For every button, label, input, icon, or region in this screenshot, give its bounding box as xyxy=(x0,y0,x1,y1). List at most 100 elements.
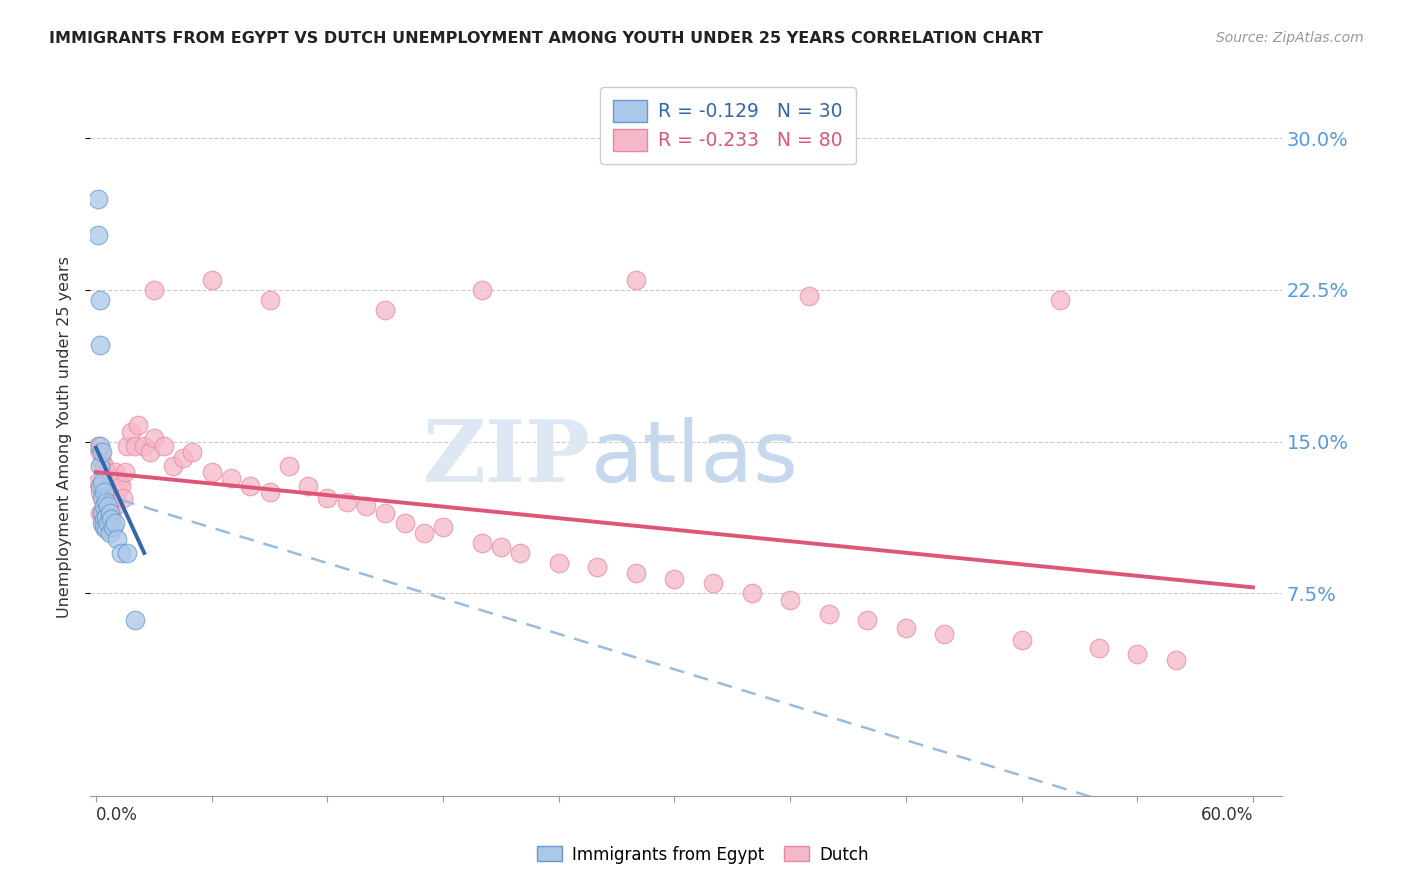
Point xyxy=(87,475,110,490)
Point xyxy=(90,516,112,530)
Point xyxy=(89,293,111,307)
Point xyxy=(87,439,110,453)
Text: atlas: atlas xyxy=(591,417,799,500)
Point xyxy=(702,576,724,591)
Point xyxy=(432,519,454,533)
Point xyxy=(259,485,281,500)
Point xyxy=(93,500,115,514)
Point xyxy=(98,525,121,540)
Point xyxy=(471,283,494,297)
Point xyxy=(114,465,136,479)
Point xyxy=(219,471,242,485)
Point xyxy=(104,500,127,514)
Point xyxy=(277,458,299,473)
Point xyxy=(741,586,763,600)
Point xyxy=(316,491,339,506)
Point xyxy=(127,418,149,433)
Point xyxy=(856,613,879,627)
Point xyxy=(90,506,112,520)
Point xyxy=(93,519,115,533)
Point xyxy=(97,475,120,490)
Point xyxy=(297,479,319,493)
Point xyxy=(934,627,956,641)
Point xyxy=(547,556,569,570)
Point xyxy=(89,458,111,473)
Point xyxy=(94,519,117,533)
Point xyxy=(93,491,115,506)
Point xyxy=(374,303,396,318)
Point xyxy=(1126,647,1149,661)
Point xyxy=(100,506,122,520)
Point xyxy=(152,439,174,453)
Point xyxy=(94,495,117,509)
Point xyxy=(89,439,111,453)
Point xyxy=(779,592,801,607)
Legend: R = -0.129   N = 30, R = -0.233   N = 80: R = -0.129 N = 30, R = -0.233 N = 80 xyxy=(600,87,856,164)
Point xyxy=(509,546,531,560)
Point xyxy=(110,479,132,493)
Point xyxy=(1164,653,1187,667)
Point xyxy=(172,450,194,465)
Point xyxy=(97,500,120,514)
Point xyxy=(89,337,111,351)
Point xyxy=(394,516,416,530)
Point xyxy=(94,495,117,509)
Point xyxy=(104,465,127,479)
Point xyxy=(664,572,686,586)
Point xyxy=(134,439,156,453)
Point xyxy=(108,475,131,490)
Point xyxy=(98,506,121,520)
Point xyxy=(97,516,120,530)
Point xyxy=(110,546,132,560)
Point xyxy=(103,491,125,506)
Point xyxy=(94,522,117,536)
Point xyxy=(1011,632,1033,647)
Point xyxy=(93,516,115,530)
Point xyxy=(1049,293,1071,307)
Legend: Immigrants from Egypt, Dutch: Immigrants from Egypt, Dutch xyxy=(530,839,876,871)
Point xyxy=(98,495,121,509)
Point xyxy=(239,479,262,493)
Text: ZIP: ZIP xyxy=(423,417,591,500)
Point xyxy=(100,511,122,525)
Point xyxy=(89,506,111,520)
Text: 60.0%: 60.0% xyxy=(1201,806,1253,824)
Point xyxy=(98,511,121,525)
Point xyxy=(471,536,494,550)
Point xyxy=(103,519,125,533)
Point xyxy=(115,546,138,560)
Point xyxy=(894,621,917,635)
Point xyxy=(93,511,115,525)
Point xyxy=(90,479,112,493)
Point xyxy=(124,613,146,627)
Point xyxy=(1087,641,1109,656)
Point xyxy=(354,500,377,514)
Point xyxy=(90,445,112,459)
Point xyxy=(93,458,115,473)
Point xyxy=(94,509,117,524)
Point xyxy=(139,445,162,459)
Text: IMMIGRANTS FROM EGYPT VS DUTCH UNEMPLOYMENT AMONG YOUTH UNDER 25 YEARS CORRELATI: IMMIGRANTS FROM EGYPT VS DUTCH UNEMPLOYM… xyxy=(49,31,1043,46)
Point xyxy=(105,485,128,500)
Point xyxy=(586,560,609,574)
Point xyxy=(124,439,146,453)
Point xyxy=(201,465,224,479)
Point xyxy=(90,475,112,490)
Text: Source: ZipAtlas.com: Source: ZipAtlas.com xyxy=(1216,31,1364,45)
Point xyxy=(142,283,165,297)
Point xyxy=(94,465,117,479)
Point xyxy=(181,445,204,459)
Point xyxy=(162,458,184,473)
Point xyxy=(87,192,110,206)
Point xyxy=(105,532,128,546)
Point xyxy=(87,228,110,243)
Text: 0.0%: 0.0% xyxy=(96,806,138,824)
Point xyxy=(97,500,120,514)
Point xyxy=(90,491,112,506)
Point xyxy=(90,506,112,520)
Point xyxy=(799,289,821,303)
Point xyxy=(89,479,111,493)
Point xyxy=(142,431,165,445)
Point xyxy=(624,273,647,287)
Point xyxy=(336,495,359,509)
